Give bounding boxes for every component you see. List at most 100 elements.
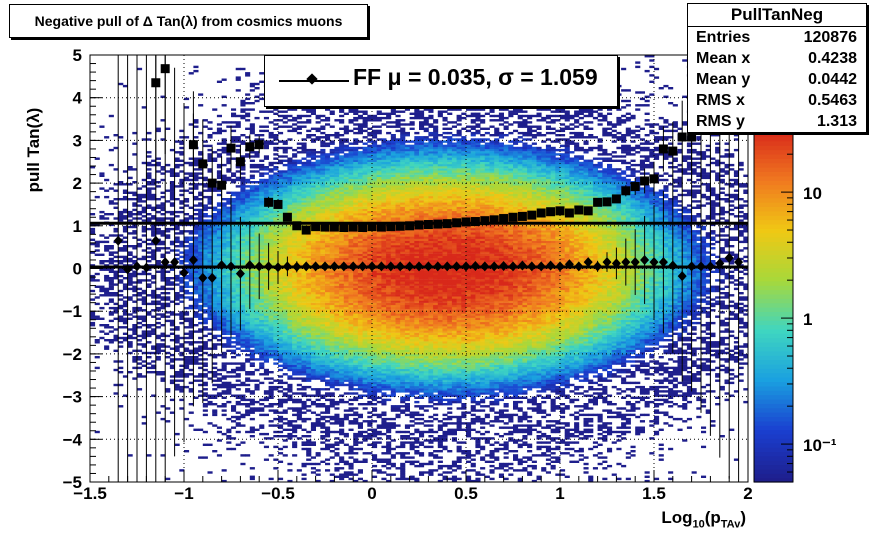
heatmap-cell [320,364,326,367]
heatmap-cell [198,213,204,216]
heatmap-cell [334,388,340,391]
heatmap-cell [155,270,161,273]
heatmap-cell [221,204,227,207]
heatmap-cell [329,257,335,261]
heatmap-cell [348,464,354,468]
heatmap-cell [282,234,288,237]
heatmap-cell [339,213,345,216]
heatmap-cell [174,159,180,162]
heatmap-cell [108,213,114,216]
heatmap-cell [339,193,345,197]
heatmap-cell [169,249,175,252]
heatmap-cell [141,106,147,109]
heatmap-cell [325,236,331,239]
heatmap-cell [113,283,119,286]
heatmap-cell [329,187,335,190]
heatmap-cell [160,377,166,380]
heatmap-cell [268,223,274,227]
heatmap-cell [118,234,124,237]
heatmap-cell [108,163,114,167]
heatmap-cell [325,123,331,126]
heatmap-cell [278,298,284,301]
heatmap-cell [296,351,302,355]
heatmap-cell [212,285,218,288]
heatmap-cell [343,195,349,199]
heatmap-cell [325,193,331,197]
heatmap-cell [282,174,288,177]
heatmap-cell [188,296,194,299]
heatmap-cell [301,146,307,150]
heatmap-cell [198,260,204,263]
heatmap-cell [287,185,293,188]
heatmap-cell [160,172,166,175]
heatmap-cell [198,289,204,293]
heatmap-cell [292,176,298,180]
heatmap-cell [193,159,199,162]
heatmap-cell [174,388,180,391]
heatmap-cell [146,272,152,276]
heatmap-cell [198,315,204,318]
heatmap-cell [348,477,354,481]
heatmap-cell [240,349,246,352]
heatmap-cell [160,232,166,235]
heatmap-cell [254,223,260,227]
heatmap-cell [315,315,321,318]
heatmap-cell [132,272,138,276]
heatmap-cell [202,368,208,372]
heatmap-cell [301,219,307,222]
heatmap-cell [315,217,321,220]
heatmap-cell [306,234,312,237]
heatmap-cell [278,245,284,248]
heatmap-cell [339,255,345,259]
heatmap-cell [240,268,246,271]
heatmap-cell [174,210,180,214]
heatmap-cell [212,396,218,399]
heatmap-cell [339,166,345,169]
heatmap-cell [212,260,218,263]
heatmap-cell [334,202,340,205]
heatmap-cell [268,191,274,194]
heatmap-cell [179,315,185,318]
heatmap-cell [169,240,175,244]
heatmap-cell [221,104,227,107]
heatmap-cell [296,283,302,286]
heatmap-cell [292,317,298,320]
heatmap-cell [296,230,302,233]
heatmap-cell [348,349,354,352]
heatmap-cell [169,170,175,173]
heatmap-cell [188,360,194,363]
heatmap-cell [292,119,298,122]
heatmap-cell [339,319,345,323]
heatmap-cell [263,437,269,440]
heatmap-cell [278,232,284,235]
heatmap-cell [198,362,204,365]
heatmap-cell [104,345,110,348]
heatmap-cell [118,326,124,329]
heatmap-cell [334,213,340,216]
heatmap-cell [292,268,298,271]
heatmap-cell [273,174,279,177]
heatmap-cell [254,257,260,261]
heatmap-cell [329,289,335,293]
heatmap-cell [329,247,335,250]
heatmap-cell [249,89,255,92]
heatmap-cell [245,358,251,361]
heatmap-cell [329,343,335,346]
heatmap-cell [278,219,284,222]
heatmap-cell [122,302,128,306]
heatmap-cell [118,281,124,284]
heatmap-cell [165,247,171,250]
heatmap-cell [249,260,255,263]
heatmap-cell [320,272,326,276]
heatmap-cell [165,283,171,286]
heatmap-cell [174,336,180,340]
heatmap-cell [226,388,232,391]
heatmap-cell [118,304,124,308]
heatmap-cell [235,279,241,282]
heatmap-cell [325,447,331,451]
heatmap-cell [329,430,335,434]
heatmap-cell [216,379,222,382]
heatmap-cell [207,396,213,399]
heatmap-cell [198,306,204,310]
heatmap-cell [212,394,218,397]
